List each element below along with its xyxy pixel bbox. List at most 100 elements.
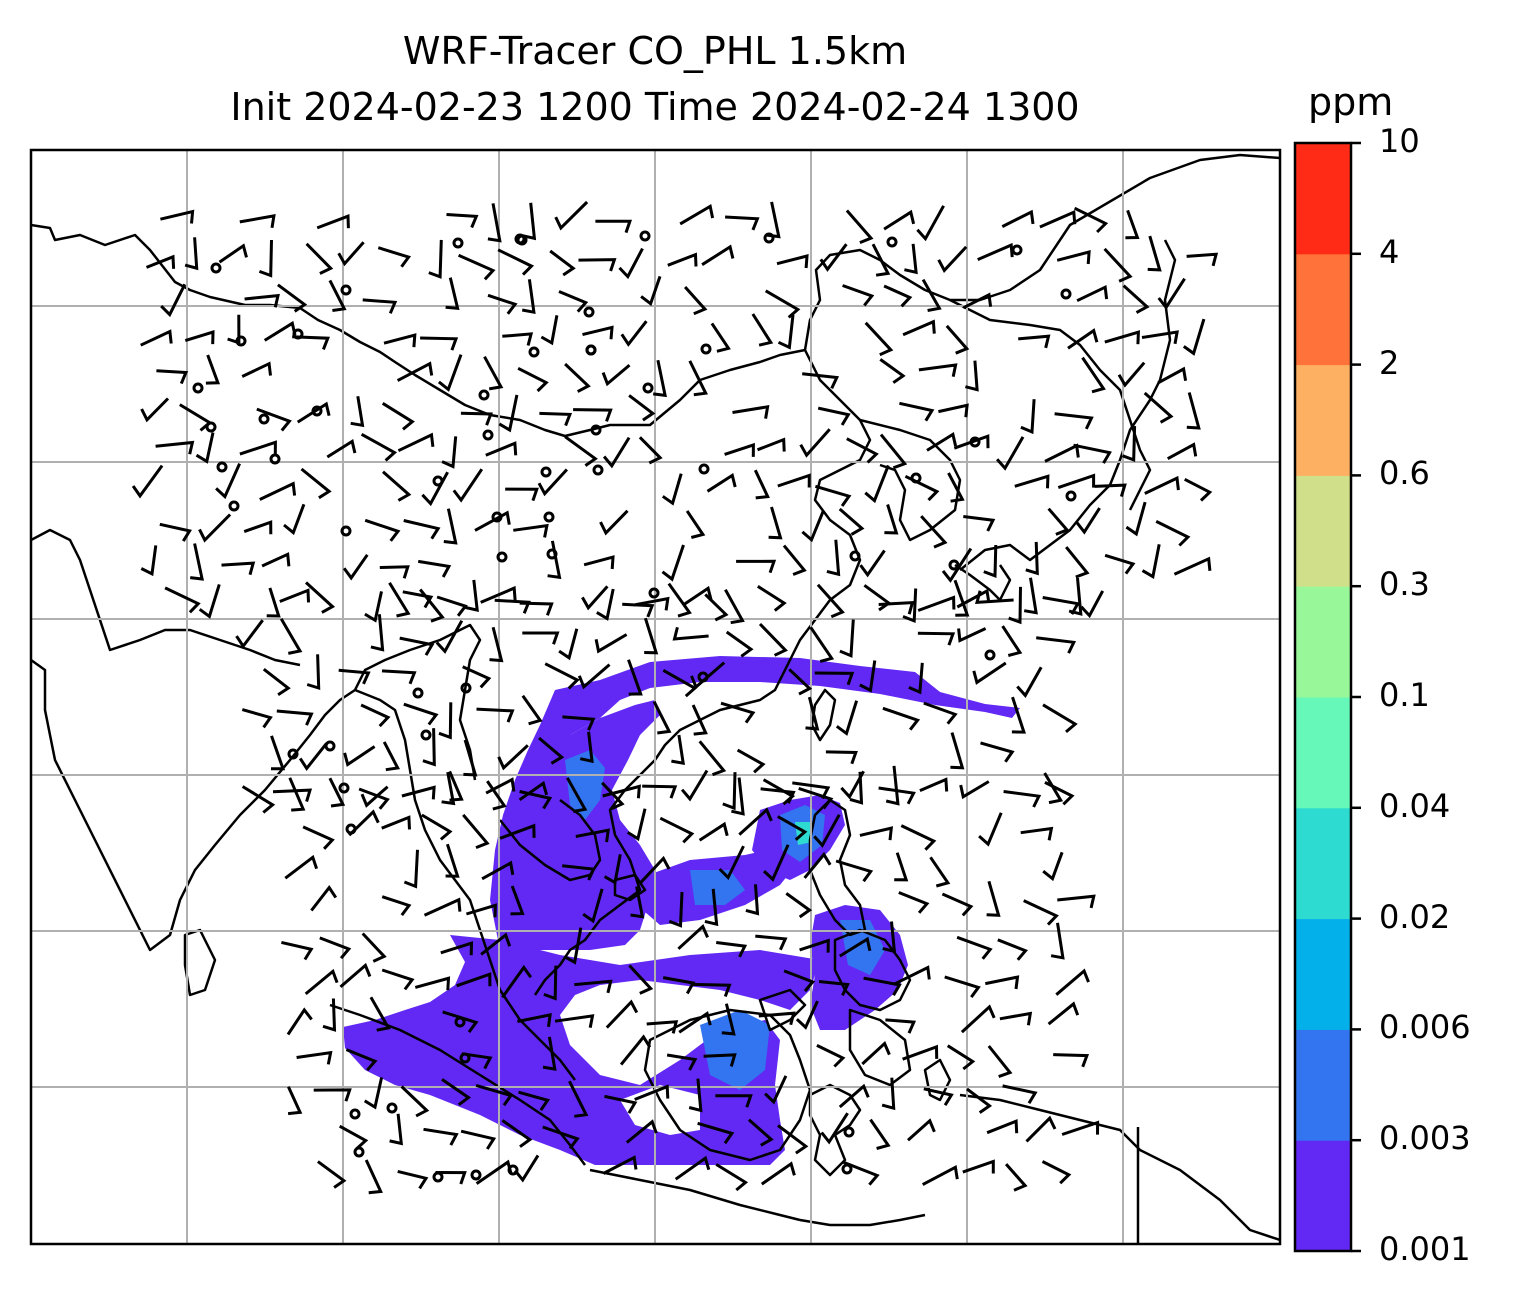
wind-barb: [986, 880, 1001, 917]
wind-barb: [364, 518, 401, 542]
wind-barb: [184, 330, 215, 345]
wind-barb: [965, 360, 979, 392]
wind-barb: [878, 786, 916, 805]
wind-barb: [403, 702, 439, 726]
wind-barb: [485, 777, 516, 795]
wind-barb: [899, 401, 935, 422]
wind-barb: [1182, 318, 1206, 356]
wind-barb: [1080, 590, 1105, 619]
wind-barb: [1073, 443, 1112, 464]
wind-barb-calm: [543, 511, 555, 523]
wind-barb-calm: [478, 389, 490, 401]
wind-barb: [381, 815, 411, 830]
wind-barb: [401, 785, 436, 800]
wind-barb: [762, 844, 790, 882]
wind-barb: [802, 372, 840, 390]
wind-barb: [462, 813, 490, 849]
wind-barb: [445, 843, 460, 878]
wind-barb: [382, 741, 401, 772]
plume-core-3: [690, 870, 745, 905]
wind-barb: [627, 659, 643, 696]
colorbar-tick-label: 10: [1379, 122, 1420, 160]
wind-barb: [558, 628, 579, 661]
wind-barb: [972, 661, 1007, 685]
wind-barb: [842, 1160, 880, 1186]
wind-barb: [437, 354, 463, 392]
wind-barb: [898, 891, 930, 914]
wind-barb: [1141, 330, 1179, 345]
wind-barb-calm: [324, 740, 336, 752]
wind-barb: [462, 665, 492, 689]
wind-barb: [799, 428, 831, 458]
wind-barb: [547, 540, 562, 580]
wind-barb: [574, 979, 613, 994]
wind-barb: [423, 897, 462, 917]
wind-barb: [554, 1014, 595, 1028]
wind-barb: [522, 631, 560, 645]
wind-barb: [980, 741, 1015, 763]
wind-barb: [923, 701, 958, 725]
wind-barb: [403, 519, 441, 540]
wind-barb: [241, 361, 272, 378]
wind-barb: [859, 660, 877, 693]
wind-barb: [190, 543, 204, 581]
wind-barb-calm: [585, 344, 597, 356]
wind-barb: [849, 771, 864, 805]
wind-barb: [1004, 1163, 1028, 1192]
wind-barb: [882, 921, 897, 954]
wind-barb: [517, 1013, 552, 1027]
wind-barb: [907, 1118, 936, 1142]
wind-barb: [522, 202, 537, 241]
wind-barb: [863, 584, 892, 612]
wind-barb: [950, 732, 965, 770]
wind-barb-calm: [984, 649, 996, 661]
wind-barb: [661, 544, 685, 582]
wind-barb: [1186, 252, 1219, 267]
wind-barb: [279, 588, 310, 603]
colorbar-segment: [1295, 586, 1351, 698]
wind-barb: [475, 1083, 514, 1107]
wind-barb: [1065, 546, 1090, 579]
wind-barb: [1018, 334, 1051, 349]
wind-barb: [316, 214, 350, 230]
wind-barb: [983, 544, 998, 578]
wind-barb: [517, 366, 549, 393]
wind-barb: [639, 855, 671, 884]
wind-barb: [198, 583, 221, 619]
wind-barb: [619, 1034, 652, 1066]
wind-barb: [465, 903, 497, 918]
wind-barb: [701, 244, 735, 266]
wind-barb-calm: [592, 464, 604, 476]
wind-barb-calm: [210, 262, 222, 274]
wind-barb: [999, 1011, 1033, 1026]
wind-barb: [720, 701, 756, 724]
wind-barb: [842, 284, 875, 307]
wind-barb: [364, 591, 383, 623]
wind-barb: [348, 809, 380, 837]
wind-barb: [575, 828, 610, 843]
wind-barb: [785, 892, 813, 919]
wind-barb: [397, 432, 435, 453]
wind-barb: [286, 1007, 313, 1036]
wind-barb: [145, 254, 176, 269]
wind-barb: [1094, 483, 1127, 498]
wind-barb: [258, 239, 273, 278]
wind-barb: [476, 707, 515, 723]
wind-barb: [573, 408, 613, 422]
wind-barb: [396, 361, 434, 382]
wind-barb: [239, 214, 276, 229]
wind-barb: [956, 935, 993, 960]
wind-barb: [326, 439, 357, 459]
wind-barb: [313, 1088, 352, 1102]
wind-barb-calm: [452, 237, 464, 249]
wind-barb: [1147, 235, 1162, 272]
wind-barb: [777, 1124, 809, 1155]
wind-barb: [869, 1118, 891, 1150]
wind-barb: [672, 626, 709, 641]
wind-barb: [1020, 826, 1054, 841]
wind-barb: [986, 1119, 1019, 1135]
coast-java: [589, 1168, 801, 1222]
wind-barb: [568, 1080, 589, 1118]
wind-barb: [381, 669, 417, 685]
wind-barb: [839, 936, 872, 958]
